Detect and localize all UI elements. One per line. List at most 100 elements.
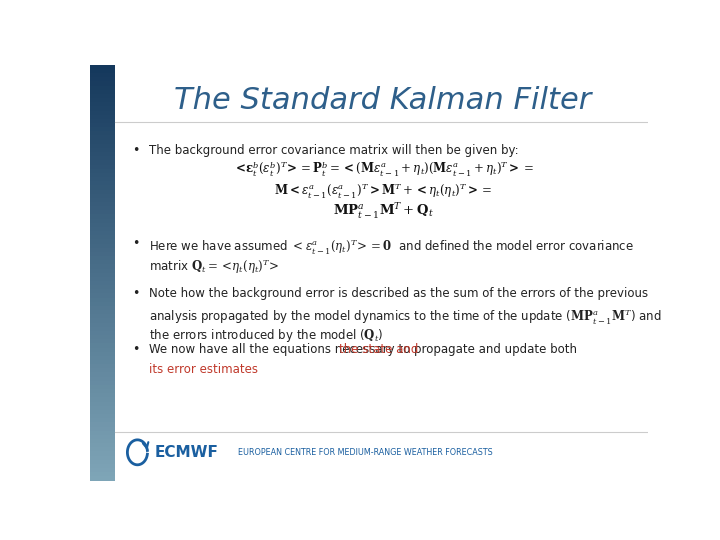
Bar: [90, 198, 115, 202]
Bar: [90, 410, 115, 414]
Bar: [90, 98, 115, 102]
Bar: [90, 435, 115, 439]
Bar: [90, 356, 115, 360]
Bar: [90, 214, 115, 219]
Bar: [90, 352, 115, 356]
Bar: [90, 123, 115, 127]
Bar: [90, 69, 115, 73]
Bar: [90, 381, 115, 385]
Text: $\mathbf{MP}^a_{t-1}\mathbf{M}^T + \mathbf{Q}_t$: $\mathbf{MP}^a_{t-1}\mathbf{M}^T + \math…: [333, 201, 433, 221]
Bar: [90, 314, 115, 319]
Bar: [90, 472, 115, 476]
Bar: [90, 468, 115, 472]
Bar: [90, 464, 115, 468]
Bar: [90, 94, 115, 98]
Bar: [90, 418, 115, 422]
Bar: [90, 348, 115, 352]
Bar: [90, 285, 115, 289]
Bar: [90, 439, 115, 443]
Bar: [90, 65, 115, 69]
Text: The background error covariance matrix will then be given by:: The background error covariance matrix w…: [148, 144, 518, 157]
Bar: [90, 223, 115, 227]
Bar: [90, 476, 115, 481]
Bar: [90, 327, 115, 331]
Bar: [90, 443, 115, 447]
Bar: [90, 114, 115, 119]
Bar: [90, 202, 115, 206]
Bar: [90, 331, 115, 335]
Bar: [90, 298, 115, 302]
Bar: [90, 102, 115, 106]
Bar: [90, 219, 115, 223]
Text: Here we have assumed $< \varepsilon^a_{t-1}(\eta_t)^T\!> = \mathbf{0}$  and defi: Here we have assumed $< \varepsilon^a_{t…: [148, 238, 634, 256]
Text: $\mathbf{M<}\varepsilon^a_{t-1}(\varepsilon^a_{t-1})^T\mathbf{>M}^T + \mathbf{<}: $\mathbf{M<}\varepsilon^a_{t-1}(\varepsi…: [274, 181, 492, 201]
Bar: [90, 302, 115, 306]
Bar: [90, 322, 115, 327]
Bar: [90, 136, 115, 140]
Bar: [90, 144, 115, 148]
Bar: [90, 73, 115, 77]
Bar: [90, 360, 115, 364]
Text: $\mathbf{<\!\varepsilon}^b_t(\varepsilon^b_t)^T\!\mathbf{>} = \mathbf{P}^b_t = \: $\mathbf{<\!\varepsilon}^b_t(\varepsilon…: [233, 160, 534, 179]
Bar: [90, 451, 115, 456]
Bar: [90, 377, 115, 381]
Bar: [90, 252, 115, 256]
Bar: [90, 127, 115, 131]
Bar: [90, 373, 115, 377]
Bar: [90, 111, 115, 114]
Text: the errors introduced by the model ($\mathbf{Q}_t$): the errors introduced by the model ($\ma…: [148, 327, 383, 344]
Bar: [90, 131, 115, 136]
Bar: [90, 82, 115, 85]
Bar: [90, 260, 115, 265]
Bar: [90, 277, 115, 281]
Bar: [90, 364, 115, 368]
Bar: [90, 281, 115, 285]
Bar: [90, 447, 115, 451]
Bar: [90, 273, 115, 277]
Bar: [90, 185, 115, 190]
Bar: [90, 289, 115, 294]
Bar: [90, 90, 115, 94]
Text: We now have all the equations necessary to propagate and update both: We now have all the equations necessary …: [148, 343, 580, 356]
Bar: [90, 156, 115, 160]
Bar: [90, 268, 115, 273]
Bar: [90, 173, 115, 177]
Bar: [90, 210, 115, 214]
Text: ECMWF: ECMWF: [154, 445, 218, 460]
Bar: [90, 319, 115, 322]
Bar: [90, 265, 115, 268]
Bar: [90, 168, 115, 173]
Bar: [90, 181, 115, 185]
Bar: [90, 310, 115, 314]
Bar: [90, 368, 115, 373]
Bar: [90, 456, 115, 460]
Bar: [90, 335, 115, 339]
Text: the state and: the state and: [339, 343, 418, 356]
Bar: [90, 235, 115, 239]
Bar: [90, 385, 115, 389]
Text: The Standard Kalman Filter: The Standard Kalman Filter: [174, 86, 592, 114]
Bar: [90, 152, 115, 156]
Bar: [90, 339, 115, 343]
Bar: [90, 256, 115, 260]
Bar: [90, 406, 115, 410]
Bar: [90, 231, 115, 235]
Text: •: •: [132, 238, 139, 251]
Bar: [90, 194, 115, 198]
Bar: [90, 190, 115, 194]
Bar: [90, 431, 115, 435]
Text: •: •: [132, 287, 139, 300]
Bar: [90, 343, 115, 348]
Bar: [90, 306, 115, 310]
Bar: [90, 227, 115, 231]
Text: •: •: [132, 144, 139, 157]
Bar: [90, 460, 115, 464]
Bar: [90, 206, 115, 210]
Bar: [90, 140, 115, 144]
Bar: [90, 77, 115, 82]
Text: its error estimates: its error estimates: [148, 363, 258, 376]
Text: analysis propagated by the model dynamics to the time of the update ($\mathbf{MP: analysis propagated by the model dynamic…: [148, 307, 661, 327]
Bar: [90, 397, 115, 402]
Bar: [90, 414, 115, 418]
Bar: [90, 165, 115, 168]
